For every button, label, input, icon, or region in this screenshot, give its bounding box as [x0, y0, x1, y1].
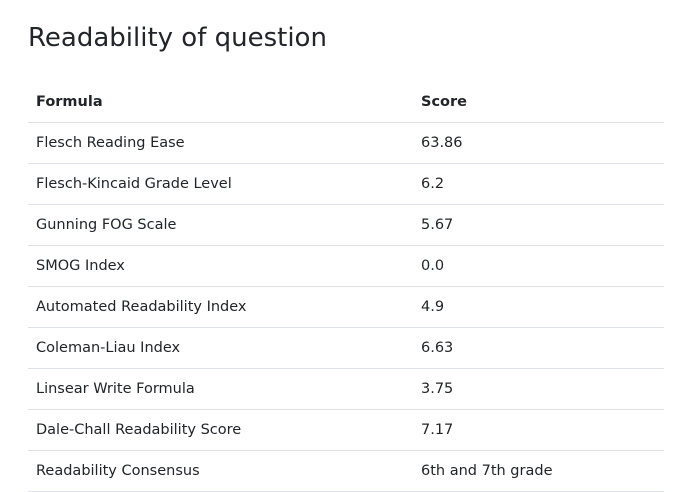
- formula-cell: Automated Readability Index: [28, 286, 413, 328]
- score-cell: 3.75: [413, 368, 664, 410]
- score-cell: 6.63: [413, 327, 664, 369]
- table-row: Flesch Reading Ease 63.86: [28, 122, 664, 164]
- formula-cell: Flesch Reading Ease: [28, 122, 413, 164]
- table-row: Dale-Chall Readability Score 7.17: [28, 409, 664, 451]
- table-row: Gunning FOG Scale 5.67: [28, 204, 664, 246]
- table-row: Automated Readability Index 4.9: [28, 286, 664, 328]
- table-row: Linsear Write Formula 3.75: [28, 368, 664, 410]
- formula-cell: Coleman-Liau Index: [28, 327, 413, 369]
- table-row: Flesch-Kincaid Grade Level 6.2: [28, 163, 664, 205]
- readability-section: Readability of question Formula Score Fl…: [28, 0, 664, 492]
- score-cell: 0.0: [413, 245, 664, 287]
- score-cell: 7.17: [413, 409, 664, 451]
- formula-cell: Dale-Chall Readability Score: [28, 409, 413, 451]
- formula-cell: SMOG Index: [28, 245, 413, 287]
- table-header-row: Formula Score: [28, 82, 664, 123]
- formula-cell: Linsear Write Formula: [28, 368, 413, 410]
- formula-cell: Flesch-Kincaid Grade Level: [28, 163, 413, 205]
- score-cell: 6.2: [413, 163, 664, 205]
- score-cell: 6th and 7th grade: [413, 450, 664, 492]
- score-cell: 4.9: [413, 286, 664, 328]
- table-row: SMOG Index 0.0: [28, 245, 664, 287]
- column-header-formula: Formula: [28, 82, 413, 123]
- table-body: Flesch Reading Ease 63.86 Flesch-Kincaid…: [28, 122, 664, 492]
- page-title: Readability of question: [28, 23, 327, 53]
- score-cell: 63.86: [413, 122, 664, 164]
- column-header-score: Score: [413, 82, 664, 123]
- formula-cell: Gunning FOG Scale: [28, 204, 413, 246]
- formula-cell: Readability Consensus: [28, 450, 413, 492]
- score-cell: 5.67: [413, 204, 664, 246]
- readability-table: Formula Score Flesch Reading Ease 63.86 …: [28, 82, 664, 492]
- table-row: Readability Consensus 6th and 7th grade: [28, 450, 664, 492]
- table-row: Coleman-Liau Index 6.63: [28, 327, 664, 369]
- table-header: Formula Score: [28, 82, 664, 123]
